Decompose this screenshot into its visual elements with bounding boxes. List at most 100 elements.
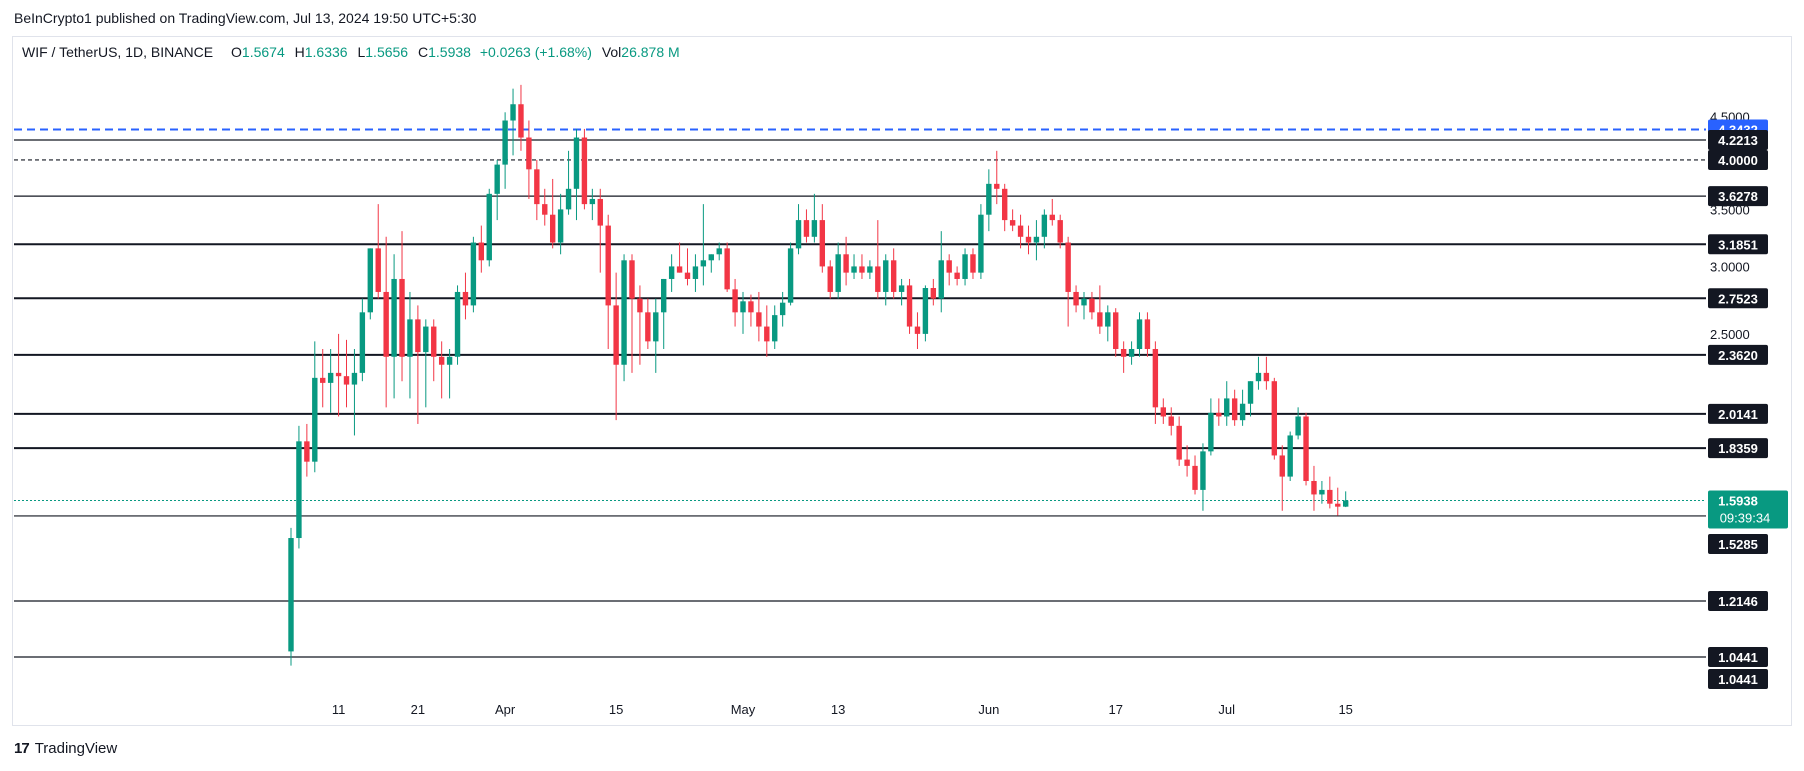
- candle-12: [383, 236, 389, 408]
- x-tick-5: 13: [831, 702, 845, 717]
- candle-33: [549, 178, 556, 249]
- candle-132: [1335, 487, 1341, 516]
- level-badge-8: 1.8359: [1708, 438, 1768, 459]
- open-key: O: [231, 44, 242, 60]
- candle-65: [803, 209, 810, 243]
- candles-layer: [288, 84, 1349, 666]
- ohlc-legend: WIF / TetherUS, 1D, BINANCE O1.5674 H1.6…: [22, 44, 680, 60]
- svg-text:1.2146: 1.2146: [1718, 594, 1758, 609]
- candle-0: [288, 527, 294, 666]
- candle-129: [1311, 465, 1317, 511]
- candle-66: [811, 193, 818, 243]
- candle-98: [1065, 236, 1071, 327]
- y-tick-1: 3.5000: [1710, 202, 1750, 217]
- level-badge-9: 1.5285: [1708, 533, 1768, 554]
- candle-76: [890, 248, 897, 299]
- candle-79: [914, 312, 921, 349]
- candle-40: [605, 214, 611, 349]
- price-badges: 4.34324.22134.00003.62783.18512.75232.36…: [1708, 119, 1788, 689]
- candle-68: [827, 260, 833, 299]
- candle-41: [613, 272, 619, 421]
- candle-48: [668, 254, 675, 292]
- candle-58: [748, 294, 754, 327]
- high-key: H: [294, 44, 305, 60]
- svg-text:3.6278: 3.6278: [1718, 189, 1758, 204]
- levels-layer: [14, 128, 1706, 658]
- candle-4: [320, 348, 326, 408]
- candle-21: [454, 285, 461, 365]
- x-axis: 11 21 Apr 15 May 13 Jun 17 Jul 15: [332, 702, 1353, 717]
- svg-text:4.2213: 4.2213: [1718, 133, 1758, 148]
- candle-27: [502, 112, 508, 189]
- low-key: L: [357, 44, 366, 60]
- symbol-label: WIF / TetherUS, 1D, BINANCE: [22, 44, 214, 60]
- candle-107: [1136, 312, 1143, 357]
- candle-85: [962, 248, 968, 286]
- candle-59: [756, 291, 762, 342]
- svg-text:4.0000: 4.0000: [1718, 153, 1758, 168]
- candle-95: [1041, 209, 1048, 249]
- candle-93: [1025, 225, 1032, 255]
- candle-69: [835, 242, 841, 299]
- candle-25: [486, 188, 492, 267]
- candle-104: [1113, 308, 1119, 357]
- candle-49: [676, 242, 683, 273]
- candle-102: [1097, 285, 1103, 334]
- candle-39: [597, 188, 603, 273]
- candle-130: [1319, 480, 1325, 504]
- candle-121: [1247, 381, 1254, 417]
- candle-35: [565, 150, 572, 215]
- candle-26: [494, 159, 500, 221]
- extra-level-badge: 1.0441: [1708, 669, 1768, 689]
- candle-45: [645, 298, 651, 349]
- footer-brand-text: TradingView: [34, 740, 118, 757]
- chart-frame: [12, 36, 1792, 726]
- candle-86: [970, 248, 976, 279]
- candle-22: [462, 272, 469, 320]
- candle-55: [724, 242, 730, 292]
- close-value: 1.5938: [428, 44, 471, 60]
- candle-37: [581, 128, 588, 210]
- candle-108: [1144, 312, 1151, 357]
- candle-123: [1263, 356, 1270, 390]
- volume-key: Vol: [601, 44, 622, 60]
- candle-38: [589, 188, 596, 221]
- svg-text:1.5938: 1.5938: [1718, 493, 1758, 508]
- candle-20: [446, 348, 453, 399]
- candle-97: [1057, 214, 1063, 249]
- candle-67: [819, 204, 826, 273]
- level-badge-1: 4.2213: [1708, 130, 1768, 151]
- candle-42: [621, 254, 627, 382]
- candle-16: [415, 305, 421, 424]
- candle-127: [1295, 407, 1301, 440]
- y-tick-3: 2.5000: [1710, 327, 1750, 342]
- low-value: 1.5656: [365, 44, 409, 60]
- candle-72: [859, 254, 865, 279]
- candle-11: [375, 204, 381, 299]
- candle-77: [898, 278, 905, 306]
- candle-71: [851, 254, 857, 279]
- candle-131: [1327, 476, 1333, 509]
- x-tick-0: 11: [332, 702, 346, 717]
- candle-52: [700, 204, 707, 286]
- candle-50: [684, 248, 691, 286]
- candle-53: [708, 254, 714, 273]
- candle-96: [1049, 198, 1055, 226]
- svg-text:3.1851: 3.1851: [1718, 237, 1758, 252]
- candle-6: [335, 333, 342, 417]
- candle-30: [526, 120, 532, 199]
- svg-text:1.0441: 1.0441: [1718, 650, 1758, 665]
- candle-31: [534, 159, 540, 221]
- candle-19: [438, 341, 445, 399]
- candle-122: [1255, 356, 1262, 390]
- svg-text:2.7523: 2.7523: [1718, 291, 1758, 306]
- candle-109: [1152, 341, 1159, 424]
- candle-62: [779, 291, 786, 327]
- svg-text:2.3620: 2.3620: [1718, 348, 1758, 363]
- x-tick-9: 15: [1338, 702, 1352, 717]
- candle-28: [510, 88, 516, 156]
- tradingview-logo-icon: 17: [14, 740, 30, 757]
- svg-text:1.8359: 1.8359: [1718, 441, 1758, 456]
- level-badge-5: 2.7523: [1708, 288, 1768, 309]
